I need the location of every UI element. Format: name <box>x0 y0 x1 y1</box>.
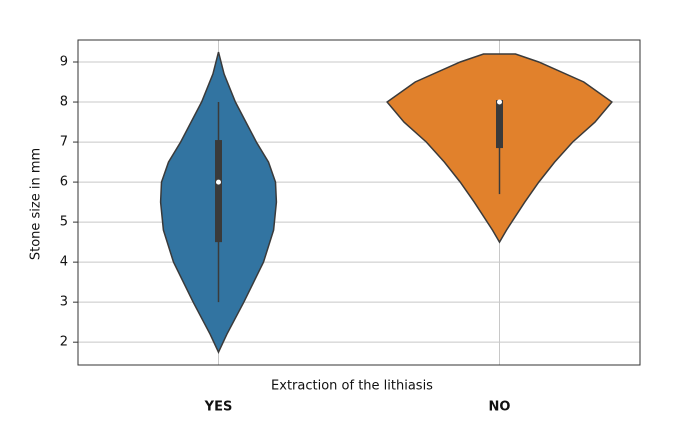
y-tick-label: 8 <box>60 95 68 110</box>
median <box>216 179 221 185</box>
y-tick-label: 5 <box>60 215 68 230</box>
plot-frame <box>77 39 641 366</box>
y-tick-label: 7 <box>60 135 68 150</box>
y-tick-label: 4 <box>60 255 68 270</box>
median <box>497 99 502 105</box>
y-axis-label: Stone size in mm <box>29 148 44 260</box>
iqr-box <box>496 100 503 149</box>
iqr-box <box>215 140 222 243</box>
x-axis-label: Extraction of the lithiasis <box>271 379 433 394</box>
y-tick-label: 9 <box>60 55 68 70</box>
x-tick-label: NO <box>489 400 511 415</box>
y-tick-label: 2 <box>60 335 68 350</box>
y-tick-label: 3 <box>60 295 68 310</box>
x-tick-label: YES <box>204 400 233 415</box>
y-tick-label: 6 <box>60 175 68 190</box>
